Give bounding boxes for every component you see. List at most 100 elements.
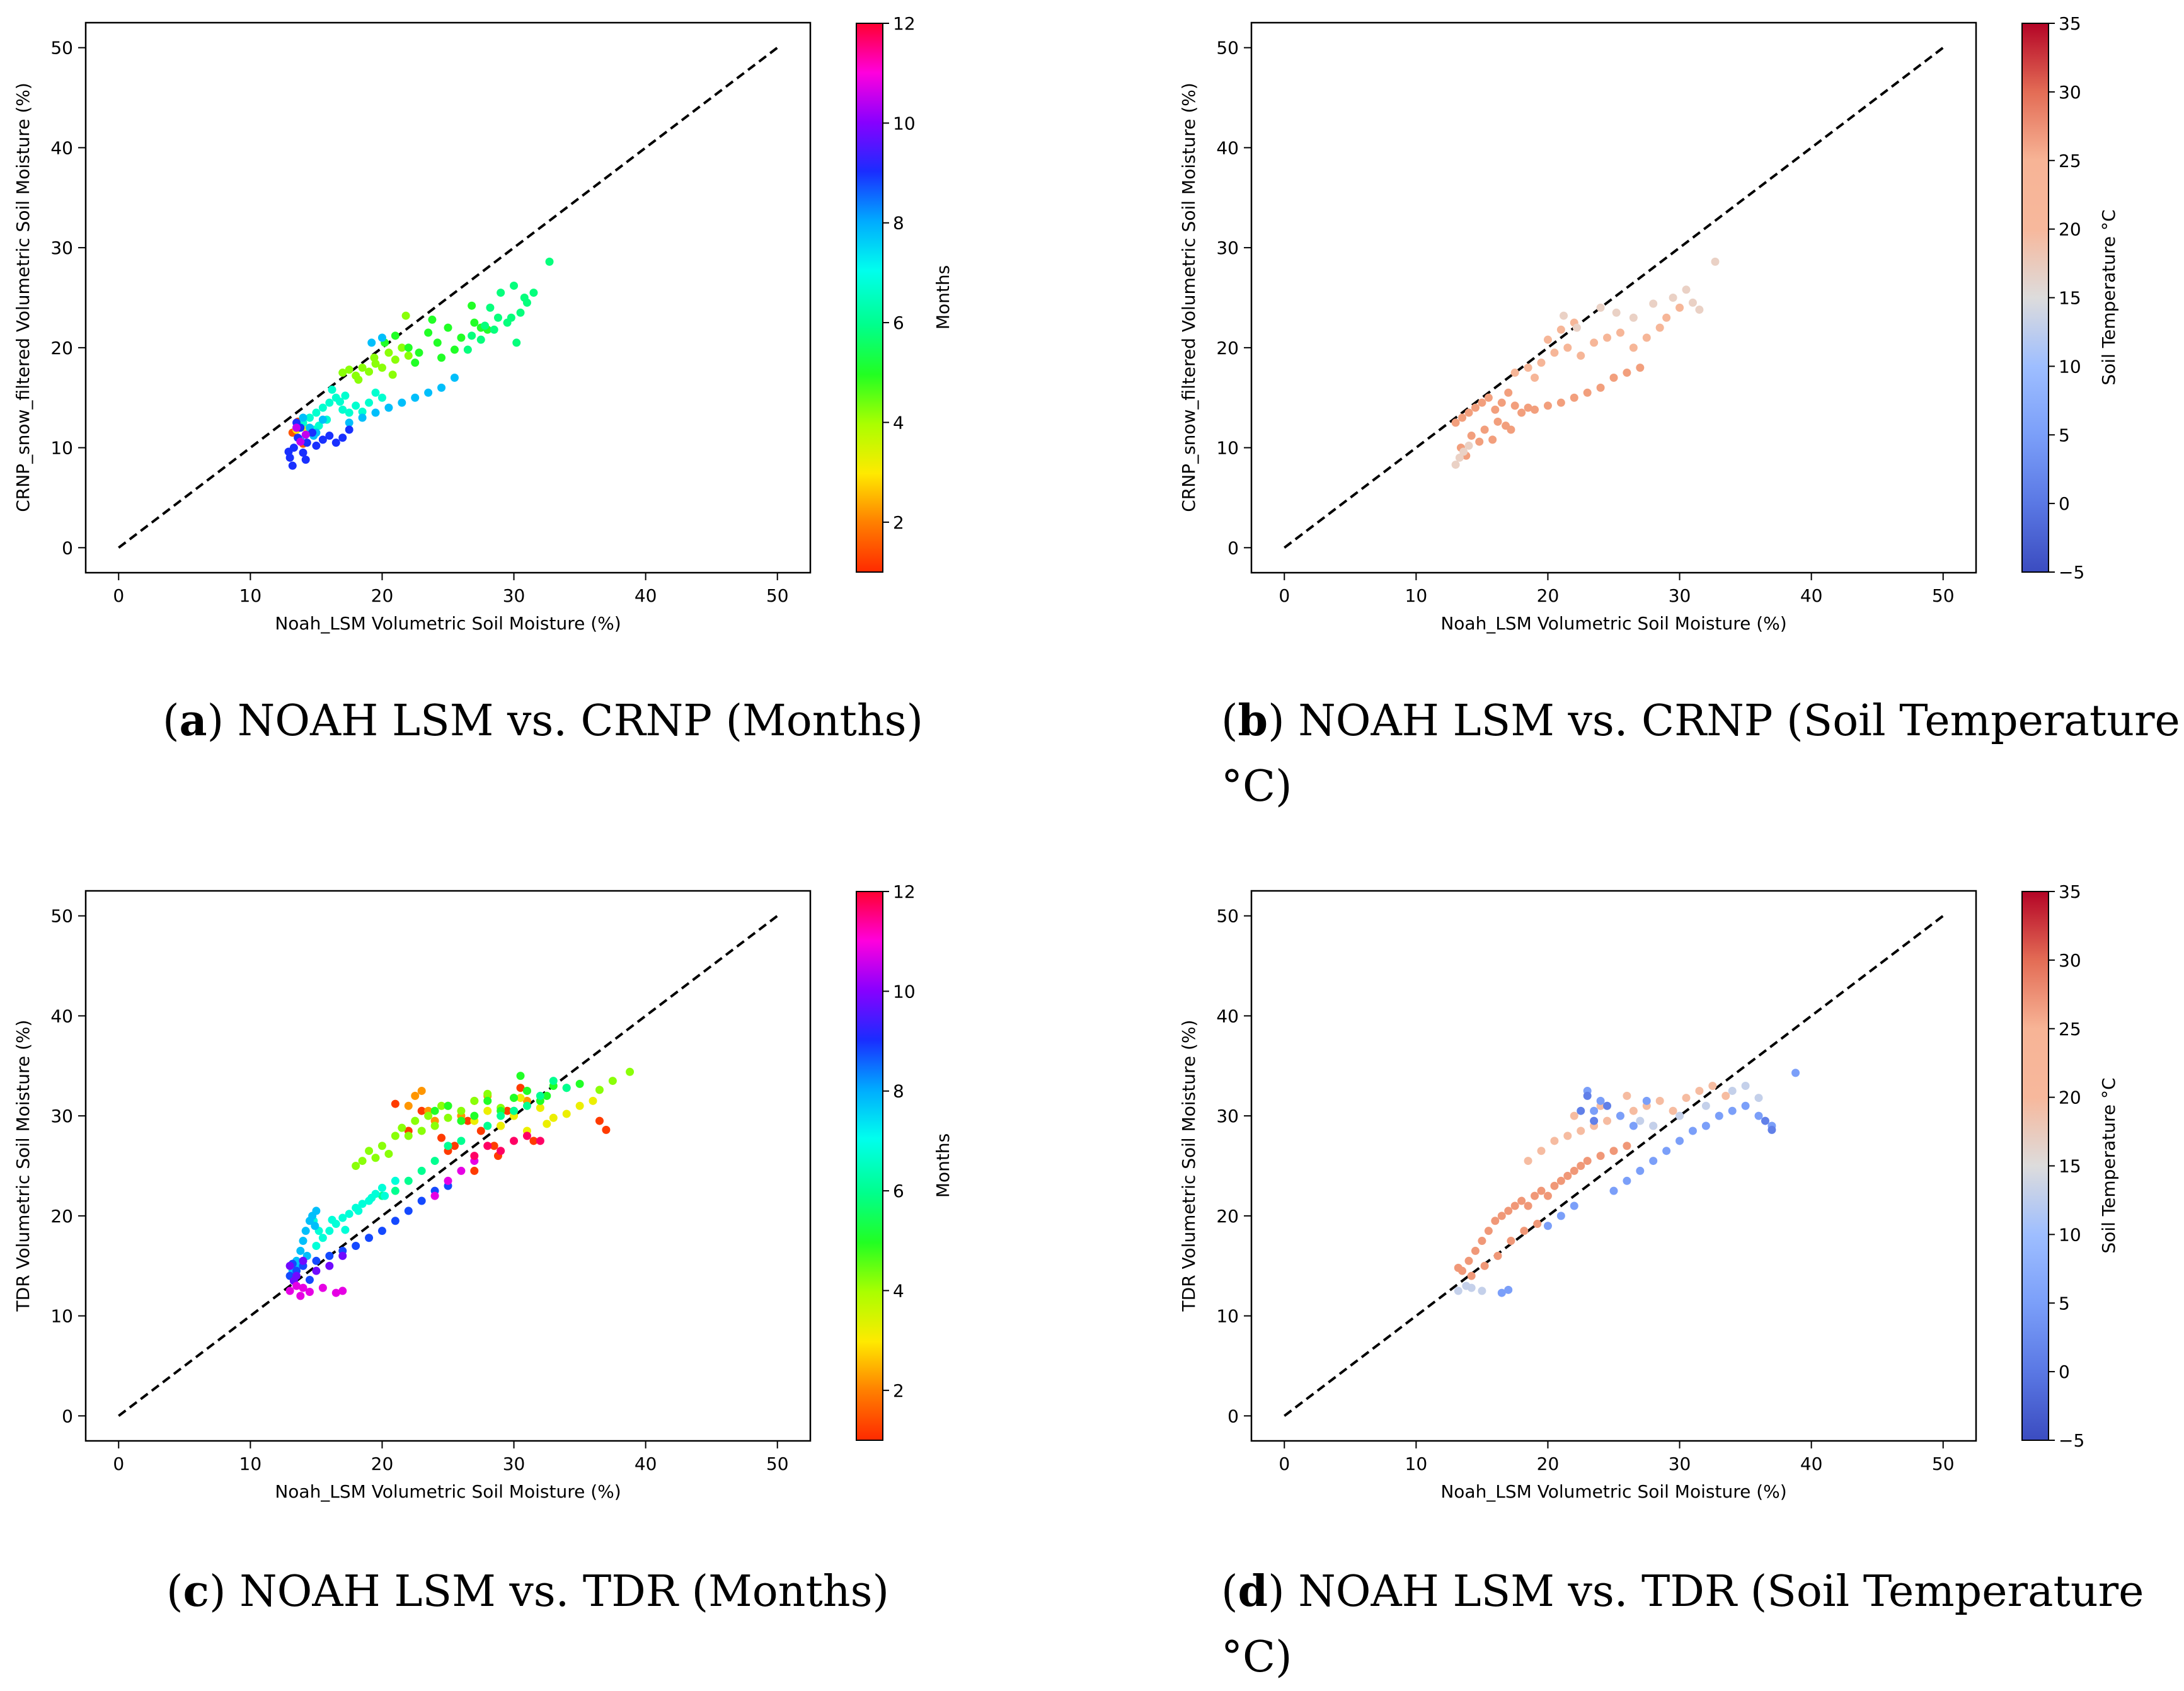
colorbar-ticks: −5 0 5 10 15 20 25 30 35 (2049, 881, 2084, 1451)
y-tick-label: 30 (50, 238, 73, 258)
data-point (470, 1166, 479, 1175)
data-point (497, 1147, 505, 1155)
y-tick-label: 0 (1227, 537, 1239, 558)
data-point (1458, 413, 1467, 422)
x-tick-label: 10 (1405, 1453, 1428, 1474)
data-point (1590, 1106, 1599, 1115)
data-point (510, 281, 519, 290)
data-point (575, 1079, 584, 1088)
colorbar-tick-label: 20 (2059, 219, 2081, 240)
y-tick-label: 50 (50, 38, 73, 59)
data-point (1649, 299, 1658, 308)
data-point (483, 1089, 492, 1098)
data-point (284, 447, 293, 456)
y-tick-label: 50 (50, 906, 73, 927)
data-point (1577, 1106, 1585, 1115)
data-point (457, 333, 466, 342)
data-point (365, 1147, 374, 1155)
data-point (1459, 447, 1468, 456)
data-point (288, 461, 297, 470)
data-point (516, 1072, 525, 1081)
data-point (1478, 1287, 1486, 1295)
data-point (1550, 1181, 1559, 1190)
data-point (328, 1215, 336, 1224)
x-tick-label: 30 (1669, 1453, 1691, 1474)
data-point (1662, 1147, 1671, 1155)
data-point (391, 355, 399, 364)
y-axis-label: TDR Volumetric Soil Moisture (%) (1178, 1020, 1199, 1312)
data-point (341, 391, 350, 400)
axis-ticks: 0 10 20 30 40 50 0 10 20 30 40 50 (1216, 906, 1954, 1474)
data-point (1791, 1069, 1800, 1077)
data-point (457, 1137, 466, 1145)
data-point (377, 1183, 386, 1192)
axis-ticks: 0 10 20 30 40 50 0 10 20 30 40 50 (50, 38, 788, 606)
y-tick-label: 20 (50, 338, 73, 358)
data-point (1596, 383, 1605, 392)
y-tick-label: 40 (50, 1006, 73, 1026)
data-point (1642, 333, 1651, 342)
data-point (562, 1109, 571, 1118)
y-tick-label: 10 (1216, 1306, 1239, 1327)
data-point (401, 311, 410, 320)
data-point (325, 432, 334, 440)
data-point (575, 1101, 584, 1110)
data-point (1510, 1201, 1519, 1210)
data-point (1636, 1166, 1645, 1175)
data-point (1491, 405, 1500, 414)
data-point (1655, 323, 1664, 332)
x-tick-label: 40 (635, 585, 657, 606)
data-point (301, 456, 310, 464)
data-point (1451, 461, 1460, 469)
data-point (1550, 348, 1559, 357)
data-point (1464, 441, 1473, 450)
data-point (1497, 1288, 1506, 1297)
colorbar-ticks: 2 4 6 8 10 12 (883, 13, 916, 533)
y-tick-label: 40 (50, 137, 73, 158)
data-point (1497, 398, 1506, 407)
data-point (450, 345, 459, 354)
data-point (1669, 294, 1677, 302)
x-tick-label: 30 (1669, 585, 1691, 606)
data-point (352, 1162, 360, 1170)
data-point (345, 425, 353, 434)
data-point (1543, 335, 1552, 344)
data-point (292, 1281, 301, 1290)
data-point (510, 1094, 519, 1103)
data-point (365, 367, 374, 376)
colorbar: 2 4 6 8 10 12 Months (856, 881, 953, 1441)
colorbar-label: Soil Temperature °C (2098, 1077, 2119, 1253)
data-point (370, 353, 379, 362)
y-tick-label: 30 (50, 1106, 73, 1126)
x-axis-label: Noah_LSM Volumetric Soil Moisture (%) (275, 613, 621, 634)
data-point (497, 1121, 505, 1130)
colorbar-tick-label: 0 (2059, 493, 2070, 514)
data-point (444, 1101, 452, 1110)
x-tick-label: 0 (113, 585, 124, 606)
chart-panel-b: CRNP_snow_filtered Volumetric Soil Moist… (1178, 13, 2119, 634)
colorbar-tick-label: 25 (2059, 151, 2081, 171)
data-point (483, 1142, 492, 1150)
data-point (1688, 298, 1697, 307)
x-tick-label: 30 (503, 1453, 526, 1474)
data-point (1629, 343, 1638, 352)
plot-frame (1250, 21, 1977, 574)
colorbar-tick-label: −5 (2059, 1430, 2084, 1451)
data-point (1504, 388, 1513, 397)
data-point (437, 1101, 446, 1110)
data-point (352, 401, 360, 410)
data-point (338, 1251, 347, 1260)
data-point (1695, 1086, 1704, 1095)
data-point (1510, 369, 1519, 377)
data-point (463, 1116, 472, 1125)
data-point (301, 1227, 310, 1235)
data-point (1464, 1256, 1473, 1265)
data-point (1603, 1116, 1612, 1125)
data-point (444, 1176, 452, 1185)
data-point (1572, 323, 1581, 332)
data-point (331, 1288, 340, 1297)
data-point (1701, 1121, 1710, 1130)
data-point (367, 1193, 376, 1202)
caption-d: (d) NOAH LSM vs. TDR (Soil Temperature °C… (1221, 1566, 2144, 1682)
data-point (311, 1222, 319, 1230)
